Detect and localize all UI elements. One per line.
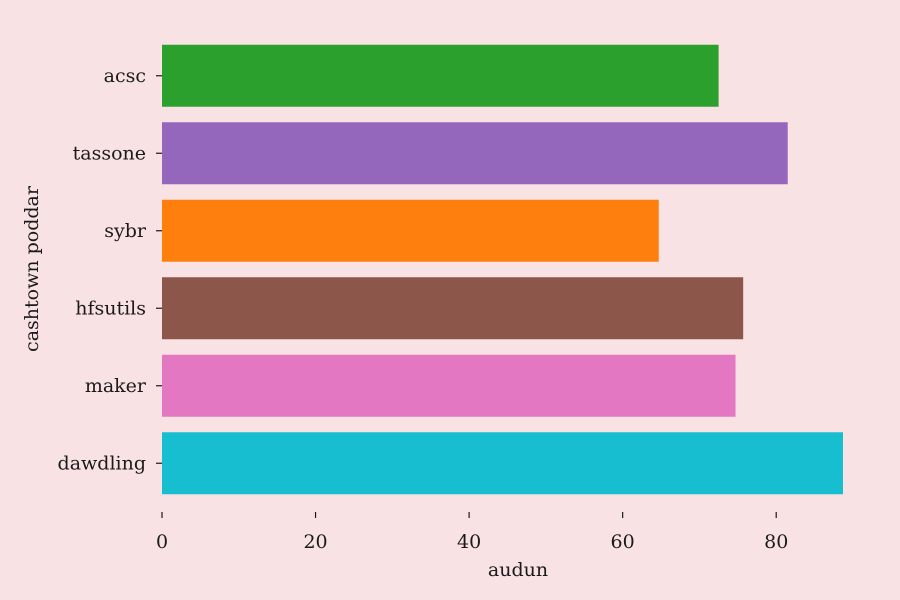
bar-dawdling [162,432,843,495]
bar-tassone [162,122,788,185]
y-tick-label: acsc [104,65,146,87]
y-axis-ticks: acsc tassone sybr hfsutils maker dawdling [58,65,162,474]
y-axis-title: cashtown poddar [21,185,43,352]
x-axis-ticks: 0 20 40 60 80 [156,512,788,553]
x-tick-label: 80 [764,531,788,553]
x-tick-label: 40 [457,531,481,553]
bar-acsc [162,44,719,107]
y-tick-label: hfsutils [75,297,146,319]
y-tick-label: sybr [104,220,147,242]
x-tick-label: 20 [303,531,327,553]
y-tick-label: tassone [73,142,146,164]
bars-group [162,44,843,495]
x-tick-label: 0 [156,531,168,553]
x-axis-title: audun [488,559,548,581]
x-tick-label: 60 [611,531,635,553]
bar-hfsutils [162,277,744,340]
bar-maker [162,354,736,417]
y-tick-label: dawdling [58,452,146,474]
bar-sybr [162,199,659,262]
y-tick-label: maker [85,375,147,397]
